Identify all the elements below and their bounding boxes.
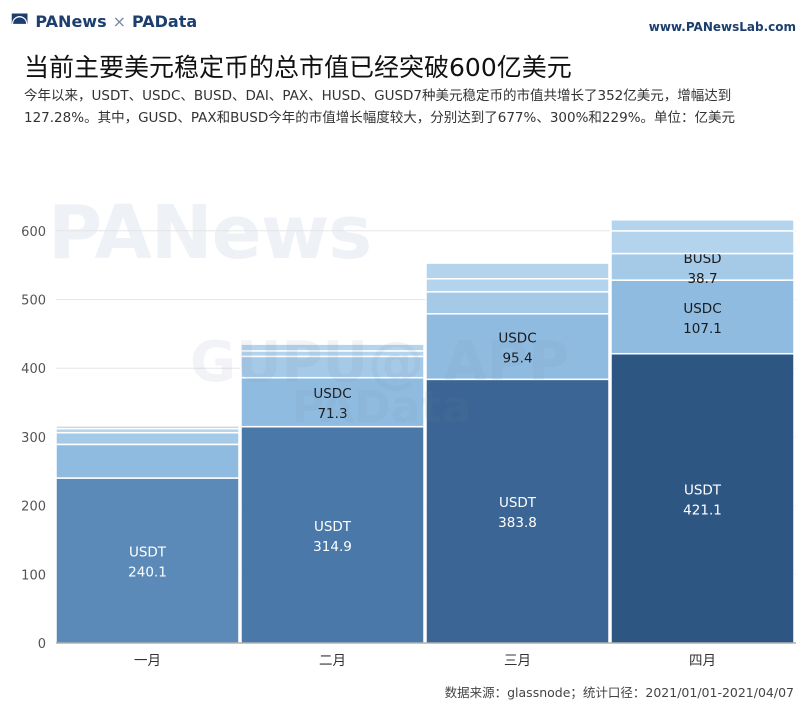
bar-segment: [610, 279, 795, 355]
y-tick-label: 600: [21, 225, 46, 240]
chart-subtitle: 今年以来，USDT、USDC、BUSD、DAI、PAX、HUSD、GUSD7种美…: [24, 88, 736, 126]
segment-series-label: USDT: [684, 482, 722, 498]
watermark-padata: PAData: [292, 382, 472, 433]
bar-segment: [610, 230, 795, 255]
y-tick-label: 200: [21, 500, 46, 515]
segment-value-label: 95.4: [502, 351, 532, 367]
watermark-overlay: GUPU@ APP: [190, 330, 569, 395]
bar-segment: [240, 425, 425, 644]
y-tick-label: 0: [38, 637, 46, 652]
logo-separator: ×: [112, 12, 126, 31]
bar-segment: [610, 352, 795, 644]
header: ◚ PANews × PAData www.PANewsLab.com: [0, 0, 808, 40]
segment-value-label: 71.3: [317, 406, 347, 422]
logo-panews-text: PANews: [35, 12, 107, 31]
panews-logo-icon: ◚: [10, 9, 30, 34]
segment-value-label: 240.1: [128, 565, 167, 581]
bar-segment: [610, 252, 795, 281]
segment-value-label: 314.9: [313, 539, 352, 555]
segment-series-label: USDC: [313, 386, 351, 402]
bar-segment: [425, 291, 610, 315]
bar-segment: [240, 343, 425, 352]
bar-segment: [425, 378, 610, 644]
segment-series-label: USDC: [498, 331, 536, 347]
bar-segment: [425, 278, 610, 293]
watermark-panews: PANews: [48, 190, 372, 276]
segment-series-label: BUSD: [683, 251, 721, 267]
y-tick-label: 300: [21, 431, 46, 446]
bar-segment: [425, 262, 610, 280]
segment-value-label: 383.8: [498, 515, 537, 531]
site-url: www.PANewsLab.com: [648, 20, 796, 34]
segment-series-label: USDT: [129, 545, 167, 561]
segment-value-label: 421.1: [683, 502, 722, 518]
brand-logo: ◚ PANews × PAData: [10, 9, 198, 34]
x-category-label: 四月: [689, 653, 716, 669]
bar-segment: [55, 425, 240, 430]
segment-series-label: USDC: [683, 301, 721, 317]
bar-segment: [55, 443, 240, 479]
data-source-note: 数据来源：glassnode；统计口径：2021/01/01-2021/04/0…: [444, 685, 794, 700]
bar-segment: [240, 376, 425, 428]
segment-value-label: 38.7: [687, 271, 717, 287]
x-category-label: 二月: [319, 653, 346, 669]
segment-series-label: USDT: [499, 495, 537, 511]
y-tick-label: 500: [21, 294, 46, 309]
y-tick-label: 100: [21, 568, 46, 583]
x-category-label: 三月: [504, 653, 531, 669]
segment-value-label: 107.1: [683, 321, 722, 337]
bar-segment: [55, 431, 240, 446]
bar-segment: [610, 219, 795, 232]
x-category-label: 一月: [134, 653, 161, 669]
y-tick-label: 400: [21, 362, 46, 377]
chart-title: 当前主要美元稳定币的总市值已经突破600亿美元: [24, 53, 572, 82]
logo-padata-text: PAData: [132, 12, 198, 31]
segment-series-label: USDT: [314, 519, 352, 535]
bar-segment: [425, 313, 610, 381]
